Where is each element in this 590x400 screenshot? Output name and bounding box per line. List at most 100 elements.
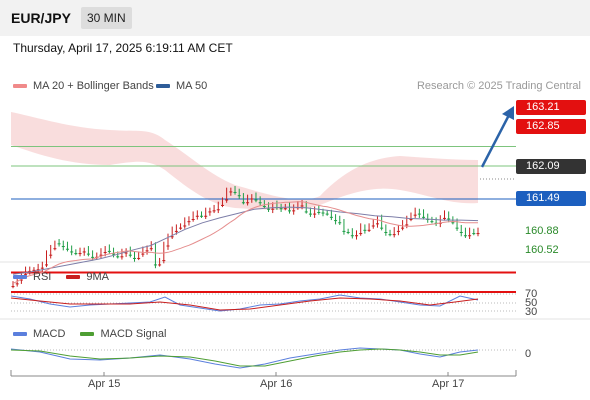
candle-body — [149, 248, 153, 250]
bollinger-band — [11, 112, 478, 210]
date-time: Thursday, April 17, 2025 6:19:11 AM CET — [13, 41, 233, 55]
candle-body — [174, 230, 178, 232]
r2-label: 163.21 — [526, 101, 560, 113]
candle-body — [279, 208, 283, 210]
candle-body — [233, 191, 237, 193]
research-credit: Research © 2025 Trading Central — [416, 80, 581, 92]
candle-body — [329, 216, 333, 218]
legend-ma20: MA 20 + Bollinger Bands — [13, 80, 154, 92]
candle-body — [246, 202, 250, 204]
candle-body — [384, 231, 388, 233]
candle-body — [304, 211, 308, 213]
rsi-9ma-label: 9MA — [86, 271, 110, 283]
candle-body — [363, 229, 367, 231]
candle-body — [334, 220, 338, 222]
candle-body — [153, 264, 157, 266]
candle-body — [132, 257, 136, 259]
ma20-line — [12, 201, 478, 284]
timeframe-badge[interactable]: 30 MIN — [81, 7, 132, 29]
candle-body — [317, 211, 321, 213]
rsi-legend: RSI 9MA — [13, 271, 109, 283]
candle-body — [15, 283, 19, 285]
candle-body — [191, 219, 195, 221]
candle-body — [212, 210, 216, 212]
candle-body — [451, 222, 455, 224]
candle-body — [91, 256, 95, 258]
candle-body — [137, 257, 141, 259]
candle-body — [300, 205, 304, 207]
candle-body — [82, 251, 86, 253]
currency-pair: EUR/JPY — [11, 10, 71, 26]
candle-body — [36, 269, 40, 271]
candle-body — [179, 227, 183, 229]
candle-body — [57, 243, 61, 245]
candle-body — [262, 206, 266, 208]
candle-body — [292, 210, 296, 212]
candle-body — [120, 256, 124, 258]
top-bar: EUR/JPY 30 MIN — [0, 0, 590, 36]
candle-body — [53, 248, 57, 250]
candle-body — [371, 225, 375, 227]
rsi-label: RSI — [33, 271, 52, 283]
candle-body — [220, 204, 224, 206]
candle-body — [225, 199, 229, 201]
r1-label: 162.85 — [526, 120, 560, 132]
candle-body — [141, 253, 145, 255]
candle-body — [468, 235, 472, 237]
candle-body — [401, 227, 405, 229]
candle-body — [70, 251, 74, 253]
candle-body — [195, 215, 199, 217]
x-label-apr17: Apr 17 — [432, 378, 465, 390]
candle-body — [45, 264, 49, 266]
candle-body — [346, 231, 350, 233]
candle-body — [40, 267, 44, 269]
macd-zero-label: 0 — [525, 348, 532, 360]
candle-body — [476, 233, 480, 235]
ma20-label: MA 20 + Bollinger Bands — [33, 80, 154, 92]
candle-body — [250, 198, 254, 200]
candle-body — [308, 213, 312, 215]
candle-body — [258, 202, 262, 204]
candle-body — [229, 191, 233, 193]
rsi-9ma-line — [10, 297, 479, 311]
candle-body — [11, 286, 15, 288]
macd-label: MACD — [33, 328, 66, 340]
candle-body — [472, 233, 476, 235]
candle-body — [99, 254, 103, 256]
macd-line — [10, 347, 479, 369]
macd-signal-swatch — [80, 332, 95, 337]
candle-body — [388, 234, 392, 236]
candle-body — [321, 212, 325, 214]
candle-body — [447, 218, 451, 220]
candle-body — [392, 234, 396, 236]
candle-body — [355, 235, 359, 237]
rsi-swatch — [13, 275, 27, 280]
s1-label: 161.49 — [526, 192, 560, 204]
candle-body — [367, 229, 371, 231]
candle-body — [287, 210, 291, 212]
ma50-swatch — [156, 84, 170, 89]
tag-r1: 162.85 — [516, 119, 586, 134]
forecast-arrow-head — [502, 106, 514, 120]
current-label: 162.09 — [526, 160, 560, 172]
candle-body — [28, 270, 32, 272]
macd-signal-label: MACD Signal — [100, 328, 167, 340]
candle-body — [313, 213, 317, 215]
candle-body — [65, 248, 69, 250]
candle-body — [405, 224, 409, 226]
candle-body — [74, 253, 78, 255]
candle-body — [170, 236, 174, 238]
candle-body — [128, 254, 132, 256]
candle-body — [271, 208, 275, 210]
rsi-level-70: 70 — [525, 288, 538, 300]
candle-body — [61, 246, 65, 248]
candle-body — [112, 253, 116, 255]
candle-body — [342, 230, 346, 232]
candle-body — [413, 214, 417, 216]
candle-body — [24, 274, 28, 276]
candle-body — [86, 253, 90, 255]
candle-body — [430, 221, 434, 223]
candle-body — [166, 245, 170, 247]
candle-body — [19, 279, 23, 281]
candle-body — [409, 219, 413, 221]
